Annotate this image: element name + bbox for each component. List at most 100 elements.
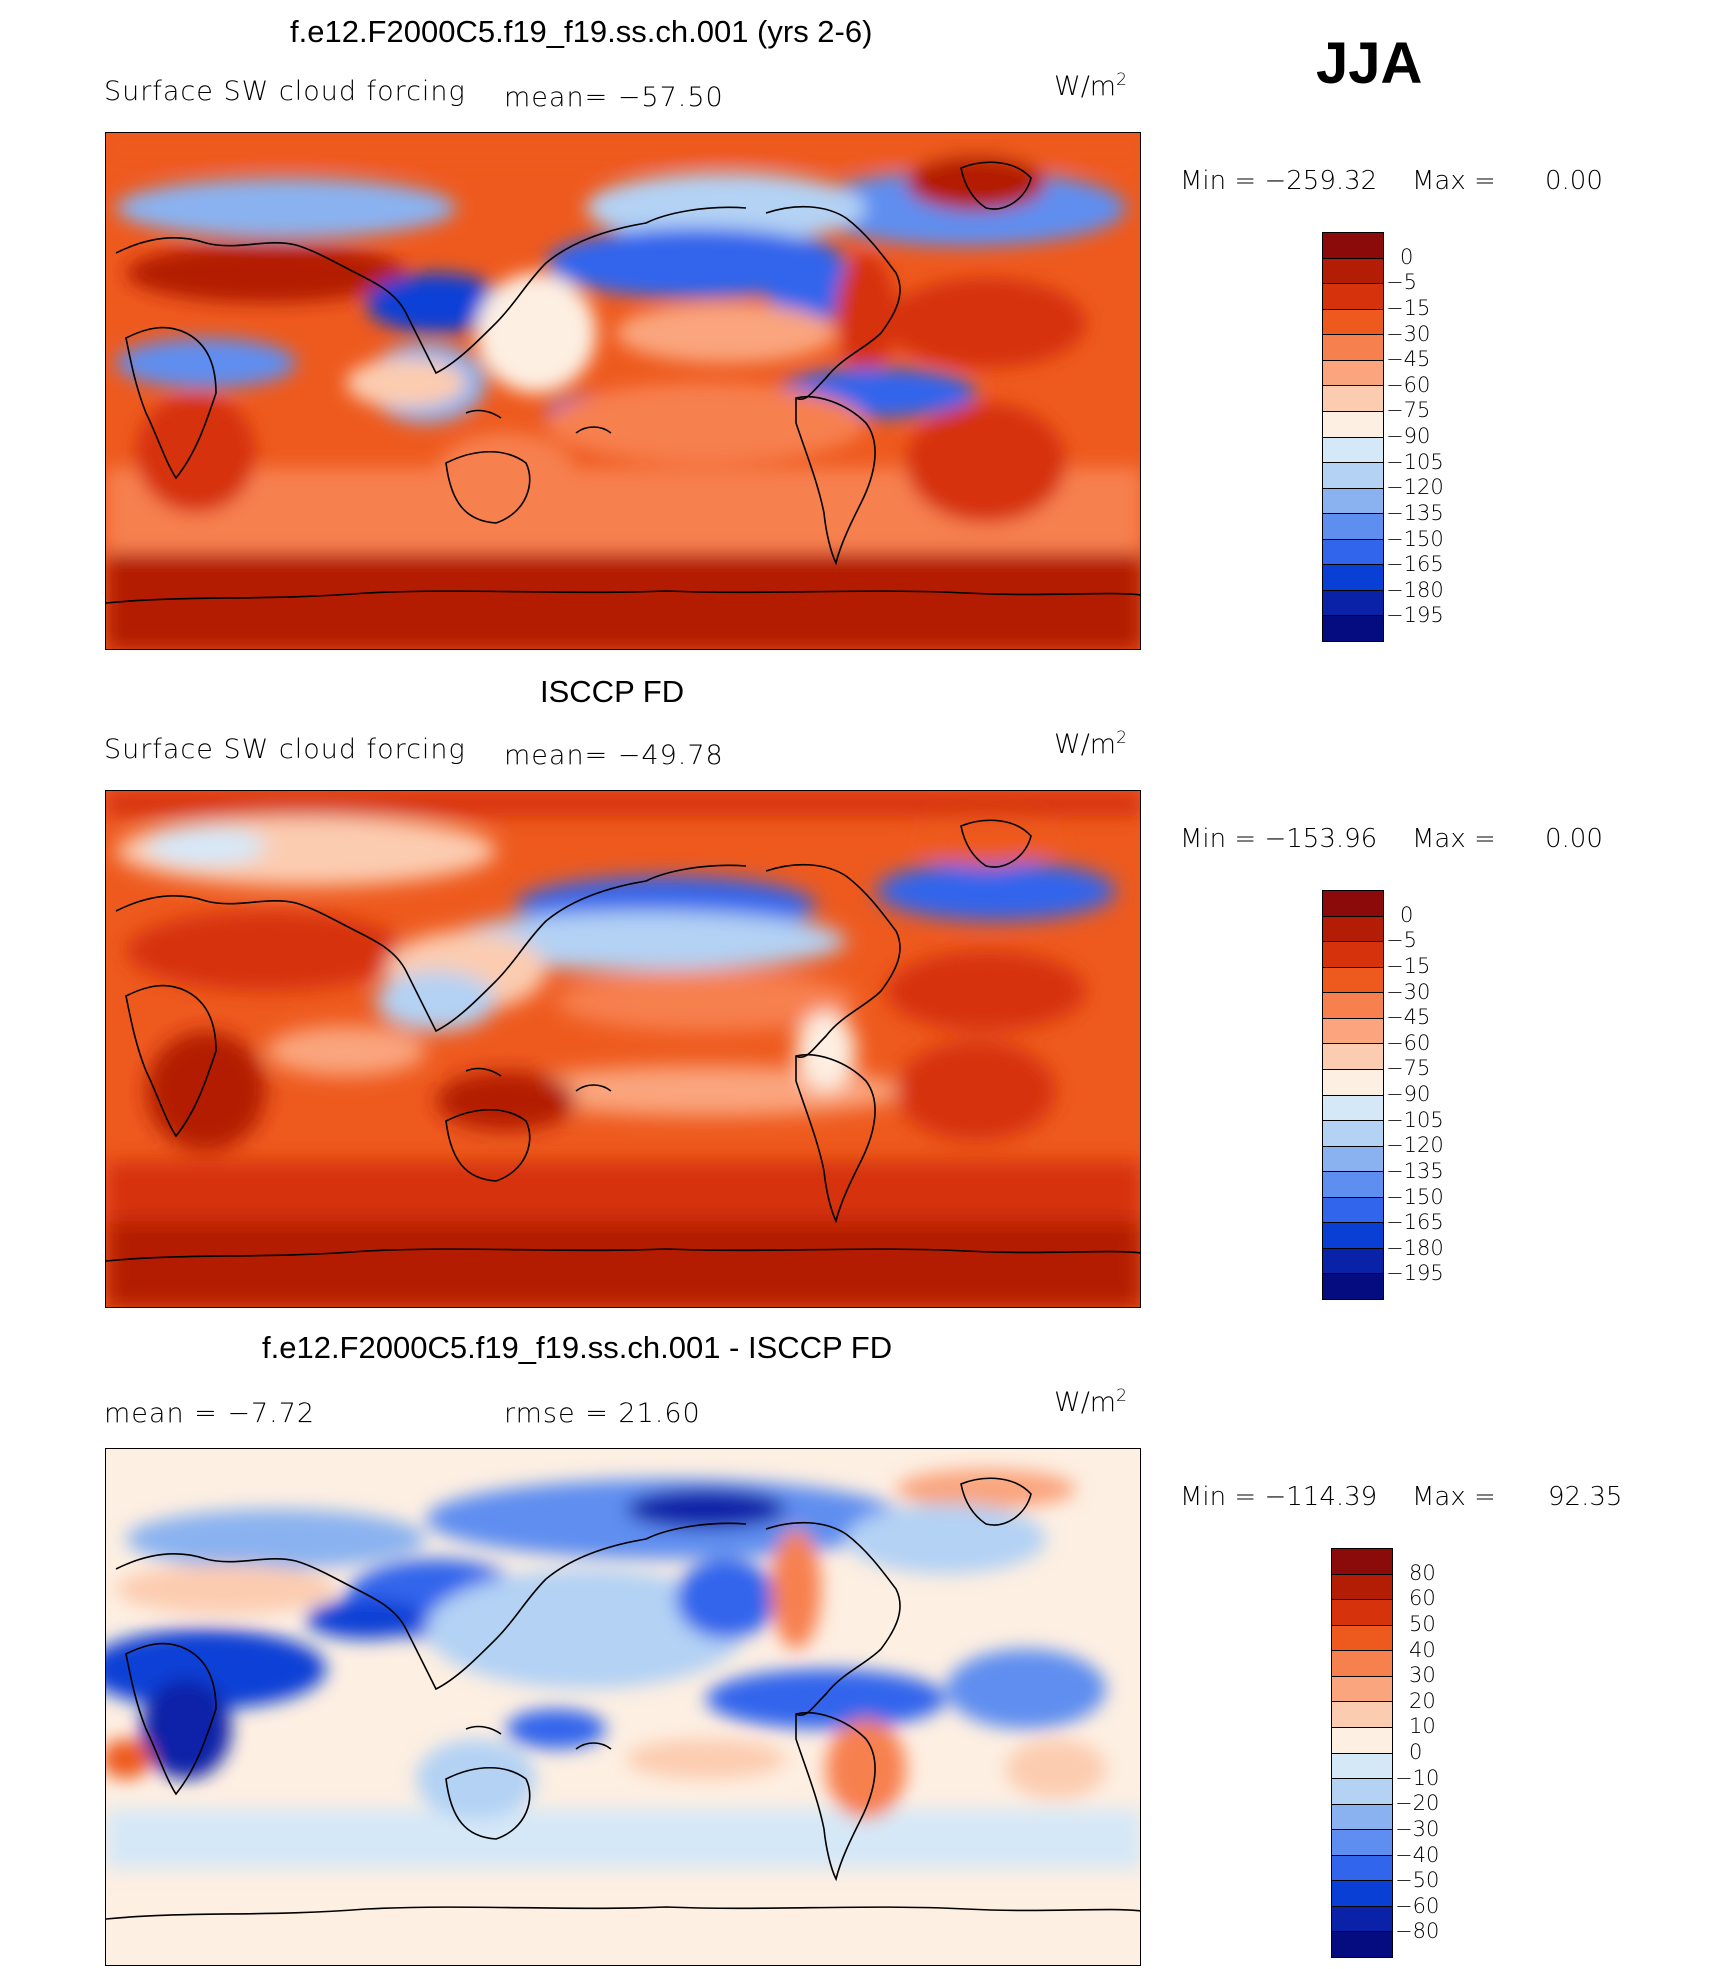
panel-1-units: W/m2 <box>1054 70 1127 102</box>
panel-3-min: Min = −114.39 <box>1180 1482 1378 1512</box>
colorbar-cell <box>1332 1574 1392 1601</box>
colorbar-tick-label: 80 <box>1409 1560 1436 1585</box>
panel-2-map <box>105 790 1141 1308</box>
colorbar-tick-label: −165 <box>1386 1210 1444 1235</box>
colorbar-cell <box>1323 1248 1383 1275</box>
colorbar-cell <box>1332 1932 1392 1957</box>
colorbar-cell <box>1323 539 1383 566</box>
colorbar-tick-label: −120 <box>1386 1133 1444 1158</box>
colorbar-tick-label: −15 <box>1386 953 1431 978</box>
colorbar-cell <box>1323 1018 1383 1045</box>
colorbar-cell <box>1323 590 1383 617</box>
panel-1-title: f.e12.F2000C5.f19_f19.ss.ch.001 (yrs 2-6… <box>290 14 873 49</box>
panel-1-max-value: 0.00 <box>1545 166 1603 196</box>
colorbar-tick-label: −45 <box>1386 347 1431 372</box>
colorbar-tick-label: −20 <box>1395 1791 1440 1816</box>
panel-3-units: W/m2 <box>1054 1386 1127 1418</box>
colorbar-tick-label: −30 <box>1395 1816 1440 1841</box>
panel-3-max-value: 92.35 <box>1548 1482 1623 1512</box>
colorbar-tick-label: −120 <box>1386 475 1444 500</box>
colorbar-tick-label: −5 <box>1386 270 1417 295</box>
panel-2-min: Min = −153.96 <box>1180 824 1378 854</box>
colorbar-cell <box>1323 514 1383 540</box>
panel-3-mean: mean = −7.72 <box>104 1398 316 1429</box>
colorbar-tick-label: −50 <box>1395 1868 1440 1893</box>
colorbar-tick-label: −135 <box>1386 500 1444 525</box>
colorbar-tick-label: 40 <box>1409 1637 1436 1662</box>
colorbar-tick-label: −165 <box>1386 552 1444 577</box>
colorbar-tick-label: −105 <box>1386 1107 1444 1132</box>
colorbar-cell <box>1332 1906 1392 1933</box>
colorbar-cell <box>1323 1121 1383 1147</box>
panel-1-min: Min = −259.32 <box>1180 166 1378 196</box>
panel-2-field-label: Surface SW cloud forcing <box>104 734 466 765</box>
colorbar-tick-label: −80 <box>1395 1919 1440 1944</box>
colorbar-cell <box>1332 1881 1392 1907</box>
colorbar-cell <box>1323 335 1383 361</box>
colorbar-cell <box>1323 1223 1383 1249</box>
colorbar-cell <box>1332 1676 1392 1703</box>
panel-2-title: ISCCP FD <box>540 674 685 709</box>
colorbar-cell <box>1323 1197 1383 1224</box>
colorbar-cell <box>1323 1274 1383 1299</box>
colorbar-tick-label: −60 <box>1386 372 1431 397</box>
colorbar-cell <box>1323 233 1383 259</box>
panel-3-title: f.e12.F2000C5.f19_f19.ss.ch.001 - ISCCP … <box>262 1330 893 1365</box>
colorbar-cell <box>1332 1855 1392 1882</box>
colorbar-cell <box>1323 1172 1383 1198</box>
colorbar-tick-label: −5 <box>1386 928 1417 953</box>
panel-1-mean: mean= −57.50 <box>504 82 724 113</box>
colorbar-cell <box>1323 565 1383 591</box>
colorbar-cell <box>1323 967 1383 994</box>
panel-3-colorbar <box>1331 1548 1393 1958</box>
panel-1-map <box>105 132 1141 650</box>
panel-1-max-label: Max = <box>1412 166 1496 196</box>
colorbar-tick-label: −30 <box>1386 321 1431 346</box>
colorbar-tick-label: −180 <box>1386 577 1444 602</box>
colorbar-tick-label: −60 <box>1386 1030 1431 1055</box>
colorbar-cell <box>1323 1146 1383 1173</box>
colorbar-tick-label: 60 <box>1409 1586 1436 1611</box>
colorbar-cell <box>1332 1702 1392 1728</box>
colorbar-tick-label: −10 <box>1395 1765 1440 1790</box>
colorbar-tick-label: −180 <box>1386 1235 1444 1260</box>
season-label: JJA <box>1316 31 1423 96</box>
colorbar-cell <box>1323 993 1383 1019</box>
colorbar-cell <box>1323 360 1383 387</box>
panel-2-colorbar <box>1322 890 1384 1300</box>
colorbar-cell <box>1332 1651 1392 1677</box>
colorbar-tick-label: −90 <box>1386 1082 1431 1106</box>
colorbar-cell <box>1323 916 1383 943</box>
colorbar-cell <box>1323 488 1383 515</box>
colorbar-tick-label: 30 <box>1409 1663 1436 1688</box>
colorbar-cell <box>1323 258 1383 285</box>
colorbar-tick-label: −45 <box>1386 1005 1431 1030</box>
colorbar-cell <box>1332 1549 1392 1575</box>
colorbar-cell <box>1323 386 1383 412</box>
colorbar-cell <box>1332 1779 1392 1805</box>
colorbar-tick-label: −75 <box>1386 1056 1431 1081</box>
colorbar-tick-label: −90 <box>1386 424 1431 448</box>
panel-2-max-label: Max = <box>1412 824 1496 854</box>
colorbar-cell <box>1332 1625 1392 1652</box>
colorbar-tick-label: 20 <box>1409 1688 1436 1713</box>
colorbar-cell <box>1323 309 1383 336</box>
panel-1-field-label: Surface SW cloud forcing <box>104 76 466 107</box>
colorbar-cell <box>1323 942 1383 968</box>
colorbar-cell <box>1323 437 1383 464</box>
colorbar-tick-label: −75 <box>1386 398 1431 423</box>
colorbar-cell <box>1323 1095 1383 1122</box>
colorbar-tick-label: −40 <box>1395 1842 1440 1867</box>
colorbar-tick-label: 0 <box>1409 1740 1423 1764</box>
colorbar-tick-label: −195 <box>1386 1261 1444 1286</box>
colorbar-tick-label: −15 <box>1386 295 1431 320</box>
colorbar-tick-label: −135 <box>1386 1158 1444 1183</box>
colorbar-tick-label: −30 <box>1386 979 1431 1004</box>
colorbar-tick-label: −150 <box>1386 1184 1444 1209</box>
colorbar-cell <box>1332 1804 1392 1831</box>
panel-3-map <box>105 1448 1141 1966</box>
colorbar-cell <box>1332 1830 1392 1856</box>
colorbar-tick-label: 10 <box>1409 1714 1436 1739</box>
colorbar-tick-label: 0 <box>1400 902 1414 927</box>
panel-3-rmse: rmse = 21.60 <box>504 1398 701 1429</box>
